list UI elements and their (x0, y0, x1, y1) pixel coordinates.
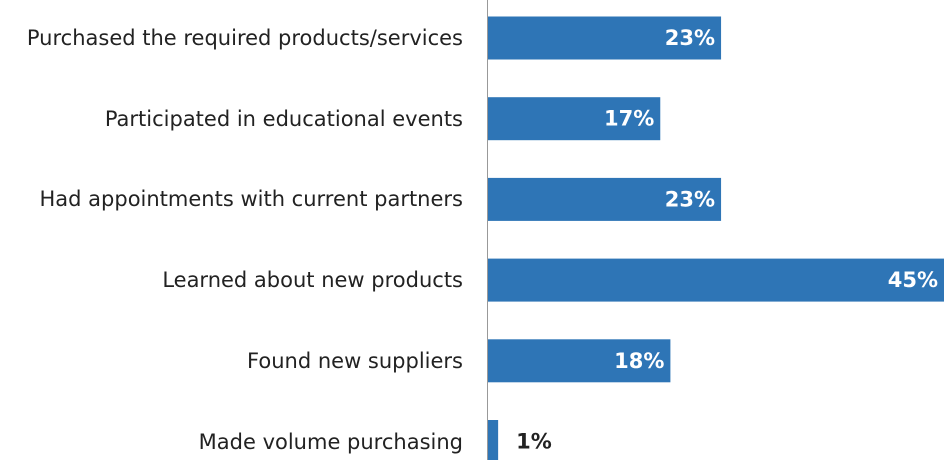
bar (488, 97, 661, 141)
category-label: Learned about new products (0, 265, 463, 295)
category-text: Made volume purchasing (198, 429, 463, 454)
category-text: Had appointments with current partners (39, 187, 464, 212)
value-label: 18% (614, 349, 664, 373)
category-label: Participated in educational events (0, 104, 463, 134)
category-text: Participated in educational events (104, 106, 463, 131)
category-text: Learned about new products (162, 268, 463, 293)
category-label: Found new suppliers (0, 346, 463, 376)
category-text: Found new suppliers (247, 348, 463, 373)
bar (488, 420, 499, 460)
value-label: 1% (516, 430, 552, 454)
bar (488, 258, 944, 302)
category-label: Had appointments with current partners (0, 184, 464, 214)
value-label: 23% (665, 26, 715, 50)
category-label: Made volume purchasing (0, 427, 463, 457)
value-label: 23% (665, 187, 715, 211)
bar (488, 16, 722, 60)
category-text: Purchased the required products/services (26, 26, 463, 50)
value-label: 17% (604, 107, 654, 131)
category-label: Purchased the required products/services (0, 23, 463, 53)
bar (488, 177, 722, 221)
bar (488, 339, 671, 383)
value-label: 45% (888, 268, 938, 292)
